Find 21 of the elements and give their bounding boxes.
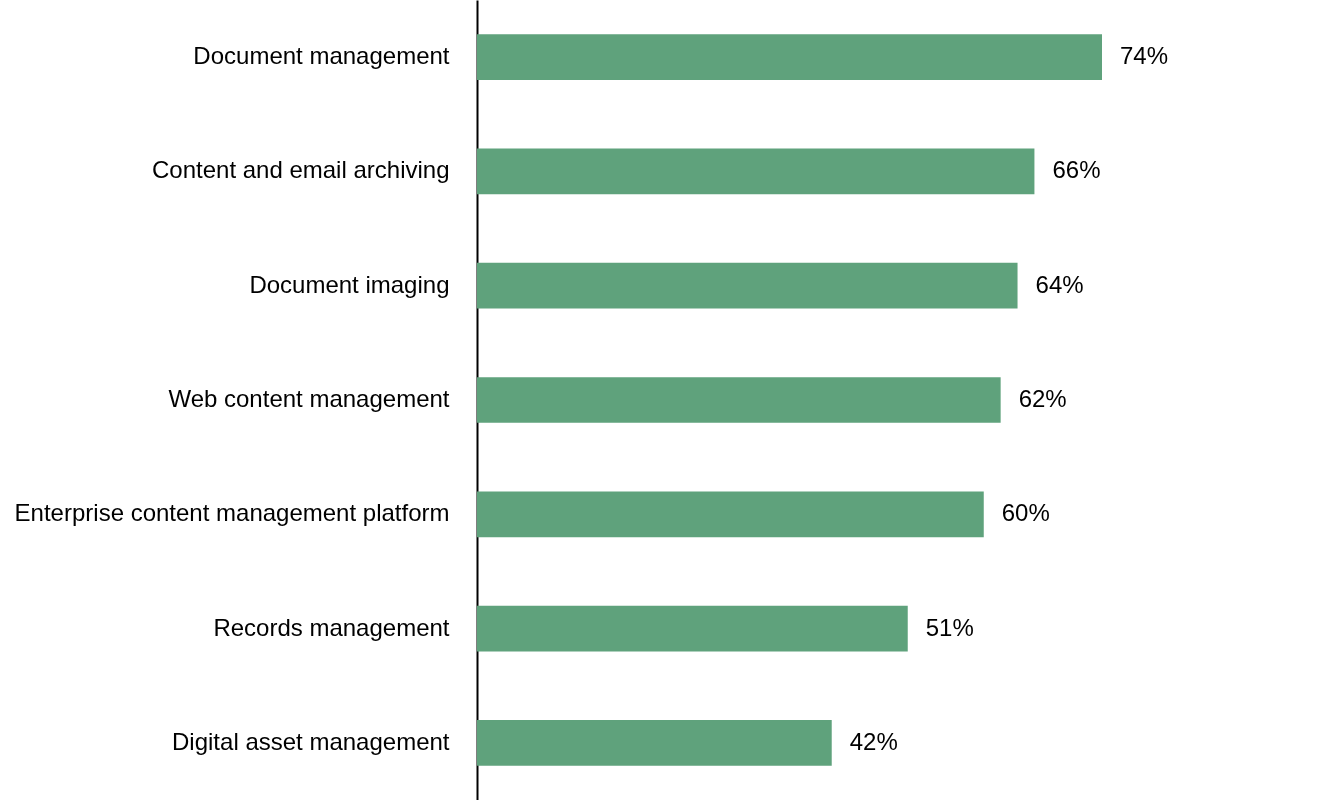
y-tick-label: Enterprise content management platform <box>14 499 450 527</box>
data-label: 74% <box>1120 42 1169 70</box>
bar <box>477 262 1018 309</box>
bar <box>477 377 1001 423</box>
data-label: 60% <box>1001 499 1050 527</box>
data-label: 42% <box>849 727 898 755</box>
bar <box>477 491 984 538</box>
data-label: 66% <box>1052 156 1101 184</box>
y-tick-label: Document management <box>193 42 450 70</box>
bar <box>477 148 1035 195</box>
bar <box>477 605 908 652</box>
data-label: 64% <box>1035 270 1084 298</box>
data-label: 62% <box>1018 385 1067 412</box>
y-tick-label: Web content management <box>168 385 450 412</box>
bar <box>477 34 1102 80</box>
y-tick-label: Document imaging <box>249 270 450 298</box>
y-tick-label: Content and email archiving <box>151 156 450 184</box>
y-tick-label: Digital asset management <box>172 727 450 755</box>
y-tick-label: Records management <box>213 613 450 641</box>
data-label: 51% <box>925 613 974 641</box>
bar <box>477 720 832 766</box>
